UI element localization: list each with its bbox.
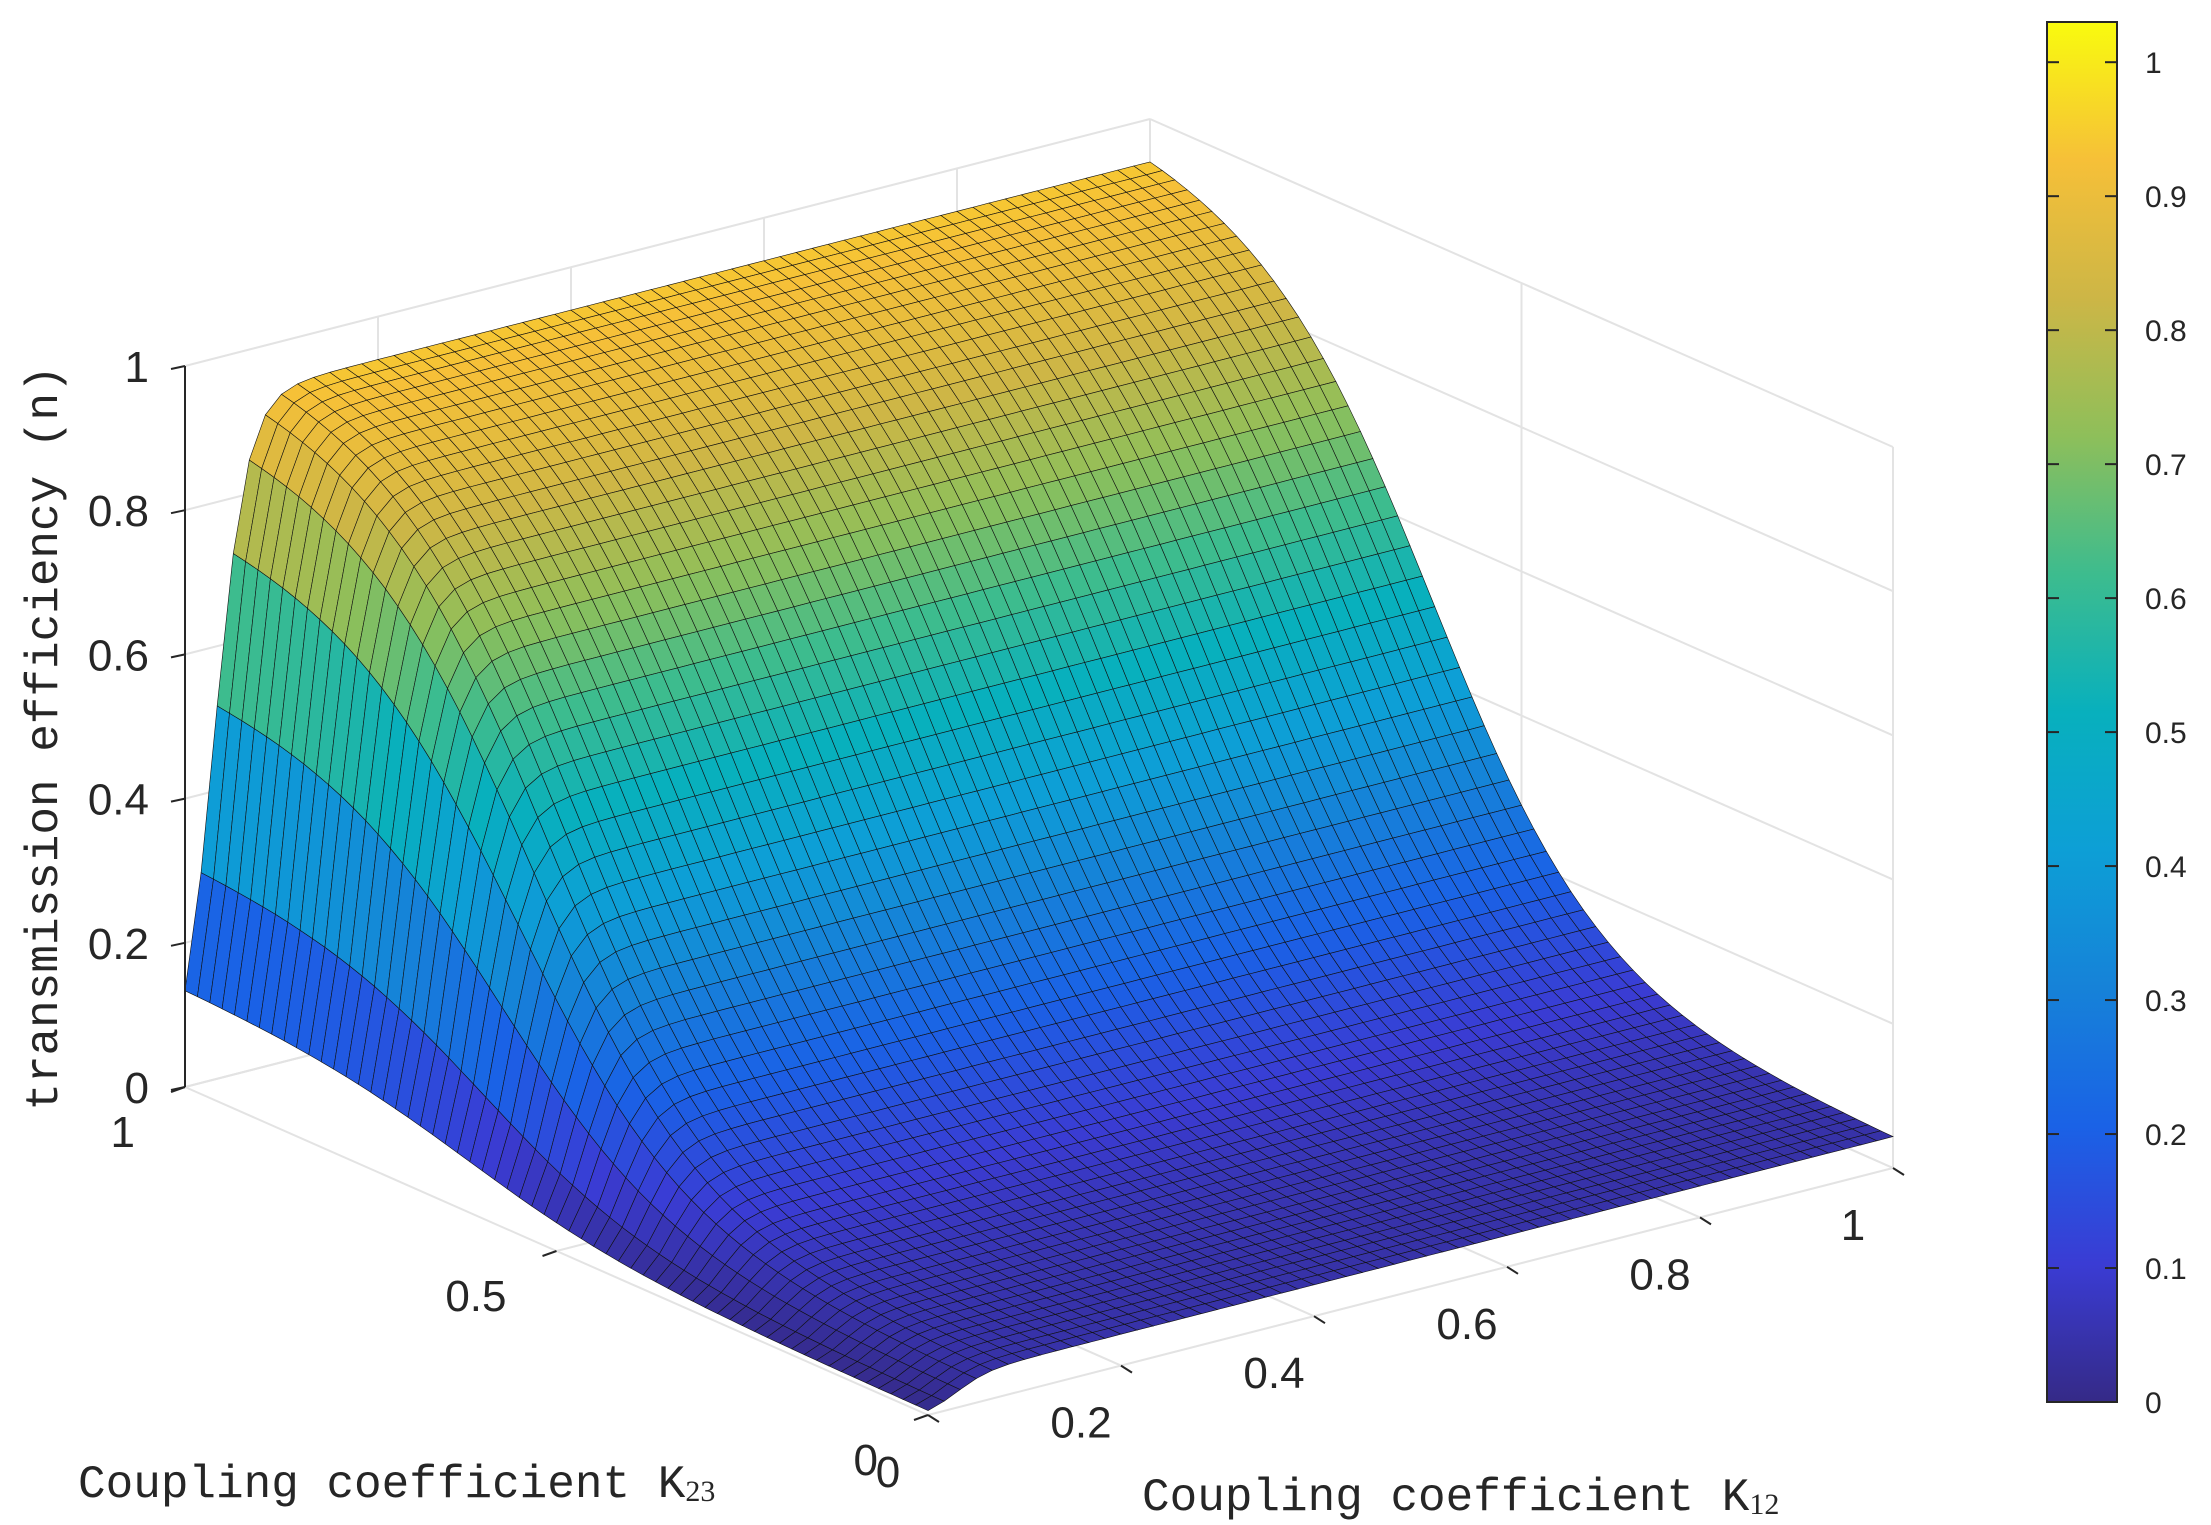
x-tick	[1120, 1364, 1133, 1374]
y-tick-label: 0	[854, 1436, 878, 1485]
z-tick-label: 0.8	[88, 487, 149, 536]
x-tick	[1506, 1265, 1519, 1275]
colorbar-ticks: 0 0.1 0.2 0.3 0.4 0.5 0.6 0.7 0.8 0.9 1	[2047, 47, 2187, 1420]
z-tick-label: 1	[125, 343, 149, 392]
z-tick	[170, 653, 186, 659]
x-tick-label: 0	[876, 1448, 900, 1497]
colorbar-tick-label: 0.3	[2145, 985, 2187, 1018]
y-tick-label: 1	[111, 1108, 135, 1157]
colorbar-tick-label: 0.8	[2145, 315, 2187, 348]
z-tick	[170, 797, 186, 803]
colorbar-tick-label: 0.4	[2145, 851, 2187, 884]
x-tick-label: 1	[1841, 1201, 1865, 1250]
x-tick	[1699, 1216, 1712, 1226]
y-tick	[542, 1250, 557, 1257]
y-tick	[913, 1414, 929, 1421]
colorbar-tick-label: 0.6	[2145, 583, 2187, 616]
x-tick-label: 0.4	[1243, 1349, 1304, 1398]
x-axis-label-subscript: 12	[1749, 1488, 1779, 1521]
y-tick-label: 0.5	[445, 1272, 506, 1321]
z-tick	[170, 941, 186, 947]
x-tick	[1313, 1315, 1326, 1325]
colorbar-tick-label: 1	[2145, 47, 2162, 80]
colorbar-tick-label: 0.1	[2145, 1253, 2187, 1286]
x-axis-label-main: Coupling coefficient K	[1142, 1472, 1750, 1524]
z-axis-label: transmission efficiency (n)	[19, 365, 71, 1110]
x-tick-label: 0.8	[1629, 1250, 1690, 1299]
colorbar-tick-label: 0.5	[2145, 717, 2187, 750]
x-tick-label: 0.2	[1050, 1399, 1111, 1448]
colorbar	[2046, 21, 2118, 1403]
x-tick-label: 0.6	[1436, 1300, 1497, 1349]
colorbar-tick-label: 0.2	[2145, 1119, 2187, 1152]
z-tick-label: 0	[125, 1064, 149, 1113]
surface-layer	[184, 161, 1894, 1411]
colorbar-tick-label: 0.9	[2145, 181, 2187, 214]
y-axis-label-main: Coupling coefficient K	[78, 1459, 686, 1511]
colorbar-tick-label: 0	[2145, 1387, 2162, 1420]
y-tick	[170, 1086, 186, 1093]
z-tick	[170, 509, 186, 515]
x-tick	[1892, 1167, 1905, 1176]
surface-patch	[1863, 1130, 1894, 1142]
z-tick-label: 0.6	[88, 631, 149, 680]
z-tick-label: 0.2	[88, 920, 149, 969]
z-tick-label: 0.4	[88, 776, 149, 825]
colorbar-tick-label: 0.7	[2145, 449, 2187, 482]
y-axis-label-subscript: 23	[685, 1475, 715, 1508]
y-axis-label: Coupling coefficient K23	[78, 1459, 715, 1511]
x-axis-label: Coupling coefficient K12	[1142, 1472, 1779, 1524]
x-tick	[927, 1414, 940, 1423]
z-tick	[170, 365, 186, 370]
